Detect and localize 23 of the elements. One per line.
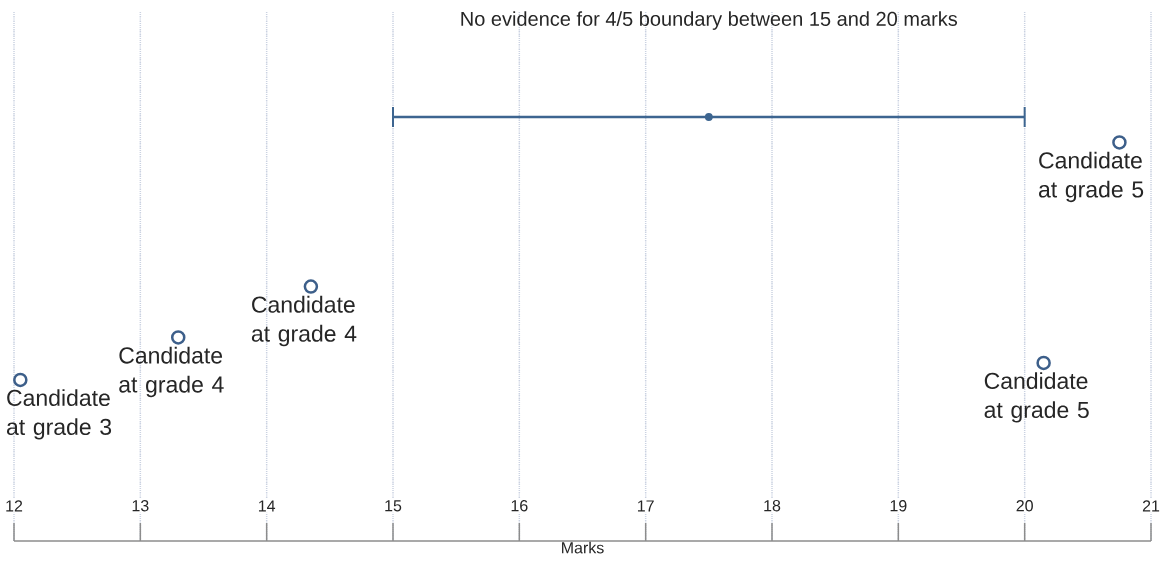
x-tick-label: 19 [890, 500, 907, 512]
x-tick-label: 15 [385, 500, 402, 512]
x-tick-label: 20 [1016, 500, 1033, 512]
x-axis-title: Marks [562, 541, 604, 554]
x-tick-label: 16 [511, 500, 528, 512]
x-tick-label: 21 [1142, 500, 1160, 512]
text: No evidence for 4/5 boundary between 15 and 20 marks [461, 11, 958, 30]
point [303, 279, 319, 294]
point [170, 330, 186, 345]
point [1112, 135, 1127, 150]
x-tick-label: 18 [764, 500, 781, 512]
point [13, 372, 28, 388]
annotation: Candidate at grade 5 [984, 372, 1089, 423]
x-tick-label: 17 [637, 500, 654, 512]
annotation: Candidate at grade 4 [251, 295, 357, 347]
annotation: Candidate at grade 5 [1038, 151, 1144, 203]
x-tick-label: 14 [258, 500, 276, 512]
point [704, 113, 713, 121]
annotation: Candidate at grade 3 [6, 389, 112, 440]
annotation: Candidate at grade 4 [119, 346, 224, 398]
x-tick-label: 13 [132, 500, 149, 512]
point [1036, 355, 1051, 371]
x-tick-label: 12 [6, 500, 23, 512]
